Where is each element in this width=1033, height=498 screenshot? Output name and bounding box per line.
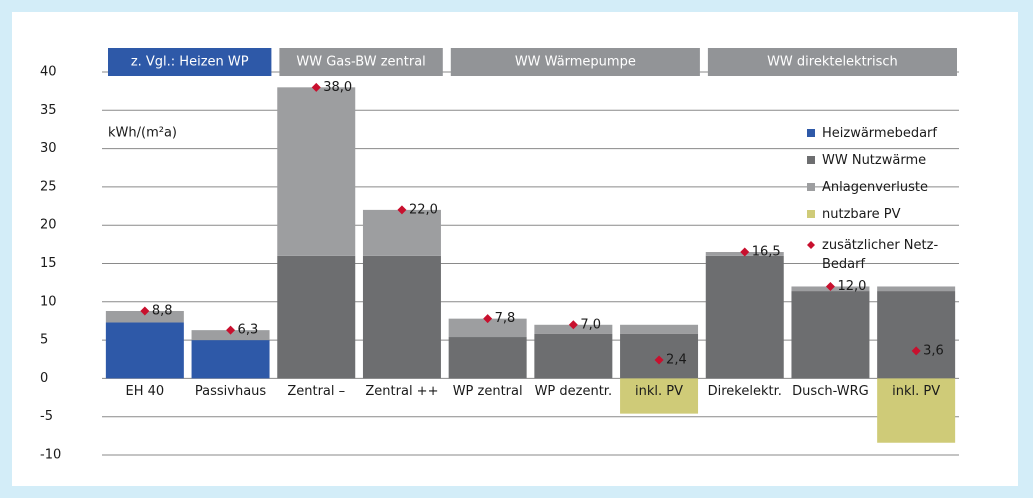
marker bbox=[740, 247, 750, 257]
group-label: WW Wärmepumpe bbox=[515, 55, 636, 70]
y-tick-label: 30 bbox=[40, 141, 57, 156]
legend-swatch bbox=[807, 210, 815, 218]
x-tick-label: inkl. PV bbox=[892, 384, 940, 399]
y-tick-label: 5 bbox=[40, 333, 48, 348]
y-tick-label: 35 bbox=[40, 103, 57, 118]
legend-label: nutzbare PV bbox=[822, 207, 901, 222]
marker bbox=[483, 314, 493, 324]
marker bbox=[568, 320, 578, 330]
data-label: 7,0 bbox=[580, 317, 601, 332]
bar-segment bbox=[620, 324, 699, 334]
legend-swatch bbox=[807, 183, 815, 191]
legend-swatch bbox=[807, 156, 815, 164]
marker bbox=[911, 346, 921, 356]
group-header bbox=[450, 48, 700, 76]
data-label: 2,4 bbox=[666, 353, 687, 368]
x-tick-label: Direkelektr. bbox=[708, 384, 782, 399]
data-label: 8,8 bbox=[152, 303, 173, 318]
legend-label: Heizwärmebedarf bbox=[822, 126, 937, 141]
data-label: 22,0 bbox=[409, 202, 438, 217]
data-label: 16,5 bbox=[752, 245, 781, 260]
marker bbox=[311, 82, 321, 92]
legend-swatch bbox=[807, 129, 815, 137]
marker bbox=[825, 281, 835, 291]
bar-segment bbox=[277, 255, 356, 379]
bar-segment bbox=[362, 209, 441, 256]
marker bbox=[397, 205, 407, 215]
group-label: WW Gas-BW zentral bbox=[296, 55, 425, 70]
bar-segment bbox=[105, 310, 184, 323]
y-tick-label: 40 bbox=[40, 65, 57, 80]
bar-segment bbox=[448, 318, 527, 338]
data-label: 12,0 bbox=[837, 279, 866, 294]
data-label: 6,3 bbox=[238, 323, 259, 338]
data-label: 7,8 bbox=[495, 311, 516, 326]
legend-label: Anlagenverluste bbox=[822, 180, 928, 195]
bar-segment bbox=[705, 255, 784, 379]
legend-marker bbox=[807, 241, 815, 249]
legend-label: zusätzlicher Netz-Bedarf bbox=[822, 238, 939, 272]
bar-segment bbox=[791, 291, 870, 379]
y-axis-label: kWh/(m²a) bbox=[108, 126, 177, 141]
bar-segment bbox=[362, 255, 441, 379]
bar-segment bbox=[105, 322, 184, 379]
x-tick-label: Dusch-WRG bbox=[792, 384, 869, 399]
bar-segment bbox=[534, 333, 613, 379]
y-tick-label: -10 bbox=[40, 448, 61, 463]
group-label: WW direktelektrisch bbox=[767, 55, 898, 70]
group-header bbox=[707, 48, 957, 76]
plot-background bbox=[12, 12, 1018, 486]
y-tick-label: -5 bbox=[40, 409, 53, 424]
bar-segment bbox=[620, 378, 699, 414]
x-tick-label: Zentral – bbox=[287, 384, 345, 399]
x-tick-label: inkl. PV bbox=[635, 384, 683, 399]
legend-label: WW Nutzwärme bbox=[822, 153, 927, 168]
bar-segment bbox=[877, 378, 956, 443]
y-tick-label: 20 bbox=[40, 218, 57, 233]
bar-segment bbox=[277, 87, 356, 256]
x-tick-label: Passivhaus bbox=[195, 384, 267, 399]
bar-segment bbox=[534, 324, 613, 334]
data-label: 38,0 bbox=[323, 80, 352, 95]
group-header bbox=[279, 48, 443, 76]
marker bbox=[140, 306, 150, 316]
x-tick-label: WP dezentr. bbox=[535, 384, 613, 399]
bar-segment bbox=[877, 286, 956, 292]
bar-segment bbox=[877, 291, 956, 379]
bar-segment bbox=[191, 340, 270, 379]
x-tick-label: WP zentral bbox=[453, 384, 523, 399]
group-label: z. Vgl.: Heizen WP bbox=[131, 55, 249, 70]
x-tick-label: EH 40 bbox=[126, 384, 165, 399]
y-tick-label: 25 bbox=[40, 179, 57, 194]
bar-segment bbox=[448, 337, 527, 379]
bar-segment bbox=[191, 330, 270, 341]
data-label: 3,6 bbox=[923, 343, 944, 358]
y-tick-label: 0 bbox=[40, 371, 48, 386]
y-tick-label: 15 bbox=[40, 256, 57, 271]
group-header bbox=[108, 48, 272, 76]
marker bbox=[226, 325, 236, 335]
marker bbox=[654, 355, 664, 365]
x-tick-label: Zentral ++ bbox=[365, 384, 438, 399]
y-tick-label: 10 bbox=[40, 294, 57, 309]
